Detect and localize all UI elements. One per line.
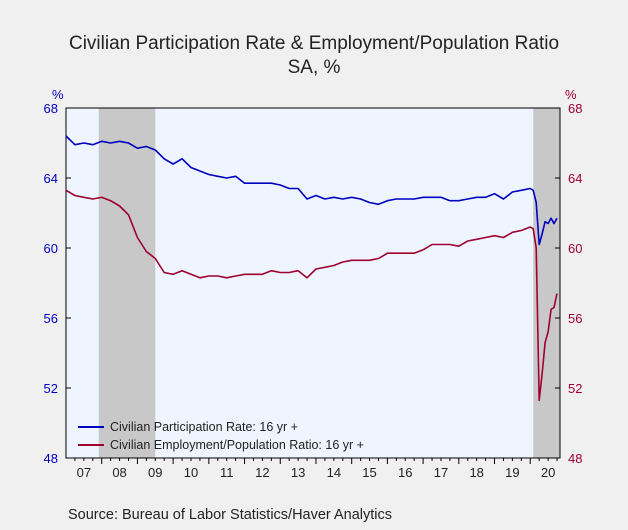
y-tick-label-right: 60 [568,241,582,256]
x-tick-label: 10 [184,465,198,480]
x-tick-label: 14 [327,465,341,480]
recession-band [98,108,156,458]
x-tick-label: 07 [77,465,91,480]
chart-subtitle: SA, % [287,57,341,78]
x-tick-label: 17 [434,465,448,480]
x-tick-label: 16 [398,465,412,480]
x-tick-label: 20 [541,465,555,480]
legend-label: Civilian Employment/Population Ratio: 16… [110,438,364,452]
x-tick-label: 12 [255,465,269,480]
legend-label: Civilian Participation Rate: 16 yr + [110,420,298,434]
x-tick-label: 15 [362,465,376,480]
y-tick-label-right: 52 [568,381,582,396]
x-tick-label: 19 [505,465,519,480]
chart-title: Civilian Participation Rate & Employment… [68,33,560,54]
y-tick-label-left: 56 [44,311,58,326]
y-tick-label-left: 60 [44,241,58,256]
left-axis-unit: % [52,87,64,102]
y-tick-label-left: 52 [44,381,58,396]
y-tick-label-left: 68 [44,101,58,116]
x-tick-label: 11 [220,465,234,480]
employment-ratio-line [65,189,558,402]
x-tick-label: 09 [148,465,162,480]
y-tick-label-right: 48 [568,451,582,466]
x-tick-label: 13 [291,465,305,480]
y-tick-label-left: 48 [44,451,58,466]
y-tick-label-right: 68 [568,101,582,116]
y-tick-label-right: 56 [568,311,582,326]
source-note: Source: Bureau of Labor Statistics/Haver… [68,507,392,523]
participation-rate-line [65,135,558,246]
x-tick-label: 08 [112,465,126,480]
y-tick-label-right: 64 [568,171,582,186]
x-tick-label: 18 [469,465,483,480]
right-axis-unit: % [565,87,577,102]
plot-frame [65,107,561,459]
y-tick-label-left: 64 [44,171,58,186]
